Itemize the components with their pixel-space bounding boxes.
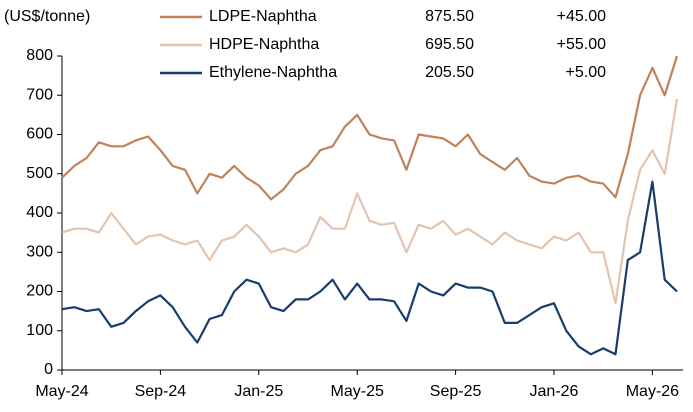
legend-latest: 695.50: [425, 36, 474, 53]
x-tick-label: May-26: [626, 383, 679, 400]
y-tick-label: 300: [26, 243, 53, 260]
y-tick-label: 400: [26, 204, 53, 221]
series-line: [61, 99, 679, 305]
series-line: [61, 55, 679, 201]
legend-label: LDPE-Naphtha: [209, 8, 317, 25]
y-axis-label: (US$/tonne): [4, 8, 90, 25]
y-tick-label: 0: [44, 361, 53, 378]
x-tick-label: May-25: [331, 383, 384, 400]
y-tick-label: 500: [26, 165, 53, 182]
y-tick-label: 200: [26, 283, 53, 300]
y-tick-label: 100: [26, 322, 53, 339]
y-tick-label: 700: [26, 86, 53, 103]
x-tick-label: Jan-26: [530, 383, 579, 400]
x-tick-label: Jan-25: [234, 383, 283, 400]
legend-change: +55.00: [557, 36, 606, 53]
x-tick-label: Sep-24: [135, 383, 187, 400]
y-tick-label: 800: [26, 47, 53, 64]
legend-label: HDPE-Naphtha: [209, 36, 319, 53]
legend-change: +45.00: [557, 8, 606, 25]
x-tick-label: May-24: [35, 383, 88, 400]
legend-label: Ethylene-Naphtha: [209, 64, 337, 81]
y-tick-label: 600: [26, 126, 53, 143]
series-line: [61, 180, 678, 356]
legend-latest: 205.50: [425, 64, 474, 81]
x-tick-label: Sep-25: [430, 383, 482, 400]
legend-change: +5.00: [566, 64, 607, 81]
legend-latest: 875.50: [425, 8, 474, 25]
